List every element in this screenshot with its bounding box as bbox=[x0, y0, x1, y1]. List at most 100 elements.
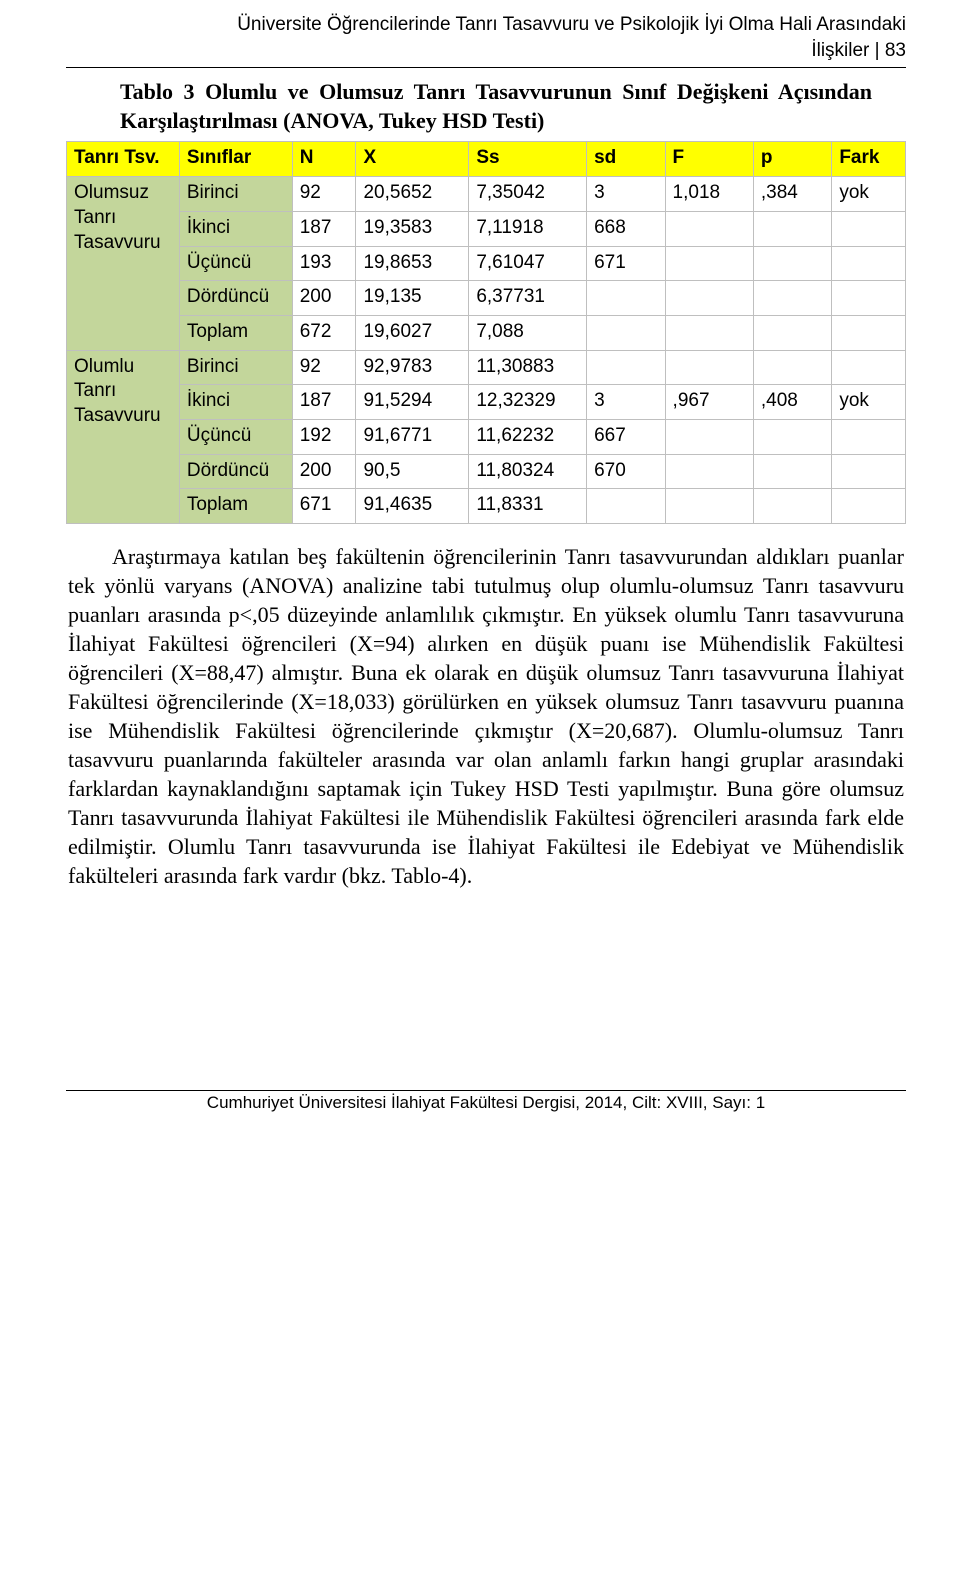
cell-x: 91,5294 bbox=[356, 385, 469, 420]
col-header: Sınıflar bbox=[179, 142, 292, 177]
cell-sinif: Üçüncü bbox=[179, 419, 292, 454]
running-head: Üniversite Öğrencilerinde Tanrı Tasavvur… bbox=[66, 12, 906, 63]
table-row: Olumlu Tanrı TasavvuruBirinci9292,978311… bbox=[67, 350, 906, 385]
cell-n: 200 bbox=[292, 281, 356, 316]
cell-f bbox=[665, 489, 753, 524]
col-header: Fark bbox=[832, 142, 906, 177]
cell-sd: 670 bbox=[587, 454, 665, 489]
cell-fark: yok bbox=[832, 177, 906, 212]
cell-sinif: Toplam bbox=[179, 489, 292, 524]
table-caption: Tablo 3 Olumlu ve Olumsuz Tanrı Tasavvur… bbox=[66, 78, 906, 135]
cell-sd bbox=[587, 489, 665, 524]
anova-table: Tanrı Tsv. Sınıflar N X Ss sd F p Fark O… bbox=[66, 141, 906, 524]
cell-x: 91,6771 bbox=[356, 419, 469, 454]
cell-sinif: Birinci bbox=[179, 177, 292, 212]
cell-ss: 7,35042 bbox=[469, 177, 587, 212]
col-header: Ss bbox=[469, 142, 587, 177]
cell-p bbox=[753, 350, 831, 385]
table-row: Üçüncü19319,86537,61047671 bbox=[67, 246, 906, 281]
cell-sd bbox=[587, 281, 665, 316]
col-header: p bbox=[753, 142, 831, 177]
cell-n: 192 bbox=[292, 419, 356, 454]
cell-ss: 7,11918 bbox=[469, 211, 587, 246]
cell-x: 19,8653 bbox=[356, 246, 469, 281]
col-header: X bbox=[356, 142, 469, 177]
cell-p bbox=[753, 246, 831, 281]
cell-n: 193 bbox=[292, 246, 356, 281]
group-label-cell: Olumsuz Tanrı Tasavvuru bbox=[67, 177, 180, 350]
cell-n: 187 bbox=[292, 211, 356, 246]
cell-fark bbox=[832, 489, 906, 524]
cell-n: 92 bbox=[292, 350, 356, 385]
cell-fark bbox=[832, 246, 906, 281]
cell-f bbox=[665, 211, 753, 246]
cell-ss: 6,37731 bbox=[469, 281, 587, 316]
cell-p bbox=[753, 454, 831, 489]
cell-f bbox=[665, 315, 753, 350]
col-header: F bbox=[665, 142, 753, 177]
cell-p bbox=[753, 315, 831, 350]
table-row: Dördüncü20019,1356,37731 bbox=[67, 281, 906, 316]
cell-p bbox=[753, 419, 831, 454]
cell-ss: 11,8331 bbox=[469, 489, 587, 524]
table-row: Üçüncü19291,677111,62232667 bbox=[67, 419, 906, 454]
cell-sinif: İkinci bbox=[179, 385, 292, 420]
cell-sinif: Toplam bbox=[179, 315, 292, 350]
cell-sd: 3 bbox=[587, 385, 665, 420]
cell-sd: 671 bbox=[587, 246, 665, 281]
footer-text: Cumhuriyet Üniversitesi İlahiyat Fakülte… bbox=[66, 1093, 906, 1113]
cell-fark bbox=[832, 350, 906, 385]
cell-ss: 7,088 bbox=[469, 315, 587, 350]
footer: Cumhuriyet Üniversitesi İlahiyat Fakülte… bbox=[66, 1090, 906, 1113]
cell-fark bbox=[832, 454, 906, 489]
cell-p bbox=[753, 211, 831, 246]
cell-f bbox=[665, 419, 753, 454]
cell-sinif: Üçüncü bbox=[179, 246, 292, 281]
cell-fark bbox=[832, 281, 906, 316]
cell-x: 91,4635 bbox=[356, 489, 469, 524]
cell-x: 19,6027 bbox=[356, 315, 469, 350]
running-head-line2: İlişkiler | 83 bbox=[66, 38, 906, 64]
col-header: Tanrı Tsv. bbox=[67, 142, 180, 177]
cell-n: 187 bbox=[292, 385, 356, 420]
table-header-row: Tanrı Tsv. Sınıflar N X Ss sd F p Fark bbox=[67, 142, 906, 177]
cell-fark: yok bbox=[832, 385, 906, 420]
cell-x: 90,5 bbox=[356, 454, 469, 489]
cell-f bbox=[665, 281, 753, 316]
anova-tbody: Olumsuz Tanrı TasavvuruBirinci9220,56527… bbox=[67, 177, 906, 524]
cell-sd: 667 bbox=[587, 419, 665, 454]
cell-f bbox=[665, 454, 753, 489]
cell-sinif: Birinci bbox=[179, 350, 292, 385]
cell-n: 92 bbox=[292, 177, 356, 212]
cell-ss: 7,61047 bbox=[469, 246, 587, 281]
cell-p bbox=[753, 489, 831, 524]
cell-p bbox=[753, 281, 831, 316]
cell-ss: 12,32329 bbox=[469, 385, 587, 420]
cell-sd: 668 bbox=[587, 211, 665, 246]
cell-f: ,967 bbox=[665, 385, 753, 420]
col-header: sd bbox=[587, 142, 665, 177]
cell-p: ,384 bbox=[753, 177, 831, 212]
cell-sd: 3 bbox=[587, 177, 665, 212]
footer-rule bbox=[66, 1090, 906, 1091]
cell-n: 671 bbox=[292, 489, 356, 524]
group-label-cell: Olumlu Tanrı Tasavvuru bbox=[67, 350, 180, 523]
header-rule bbox=[66, 67, 906, 68]
table-row: Toplam67219,60277,088 bbox=[67, 315, 906, 350]
col-header: N bbox=[292, 142, 356, 177]
cell-ss: 11,62232 bbox=[469, 419, 587, 454]
cell-p: ,408 bbox=[753, 385, 831, 420]
body-paragraph: Araştırmaya katılan beş fakültenin öğren… bbox=[68, 542, 904, 890]
cell-x: 19,3583 bbox=[356, 211, 469, 246]
cell-fark bbox=[832, 315, 906, 350]
table-row: Toplam67191,463511,8331 bbox=[67, 489, 906, 524]
cell-ss: 11,80324 bbox=[469, 454, 587, 489]
cell-f bbox=[665, 350, 753, 385]
running-head-line1: Üniversite Öğrencilerinde Tanrı Tasavvur… bbox=[66, 12, 906, 38]
table-row: Olumsuz Tanrı TasavvuruBirinci9220,56527… bbox=[67, 177, 906, 212]
table-row: İkinci18791,529412,323293,967,408yok bbox=[67, 385, 906, 420]
body-paragraph-block: Araştırmaya katılan beş fakültenin öğren… bbox=[66, 542, 906, 890]
cell-x: 92,9783 bbox=[356, 350, 469, 385]
cell-fark bbox=[832, 211, 906, 246]
cell-x: 20,5652 bbox=[356, 177, 469, 212]
